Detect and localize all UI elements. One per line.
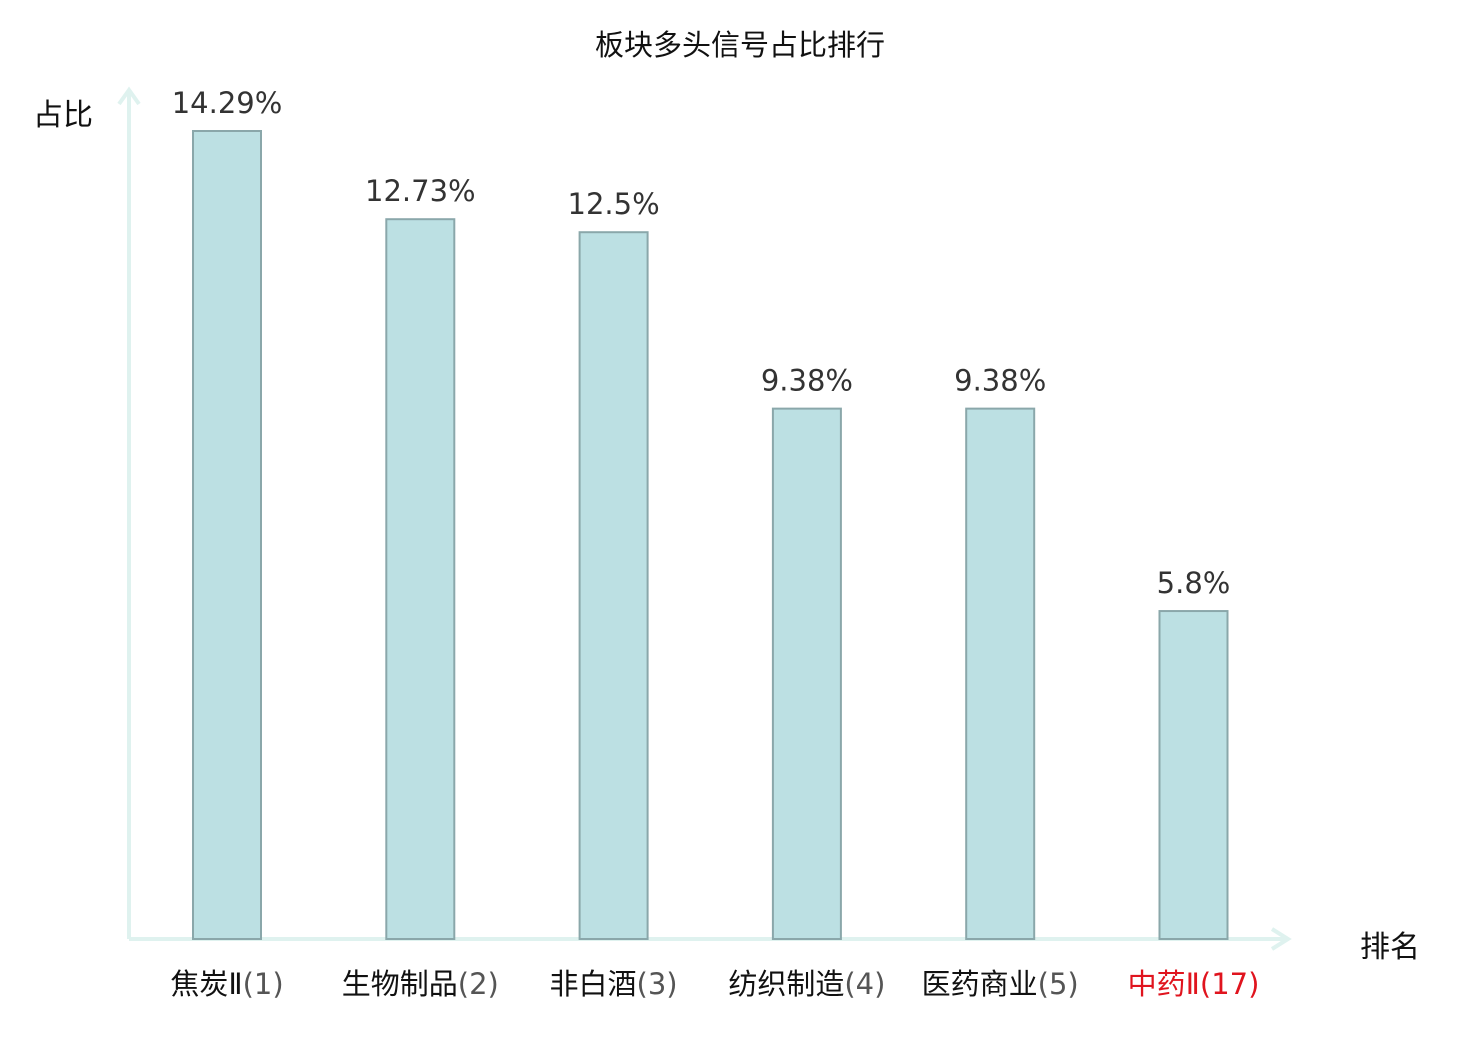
bar [1158, 610, 1229, 941]
category-label: 生物制品(2) [342, 967, 499, 1001]
category-name: 纺织制造 [728, 967, 844, 1001]
category-rank: (5) [1038, 967, 1079, 1001]
bar [771, 407, 842, 941]
category-name: 非白酒 [550, 967, 637, 1001]
category-label: 中药Ⅱ(17) [1128, 967, 1260, 1001]
category-rank: (3) [637, 967, 678, 1001]
bar [965, 407, 1036, 941]
category-name: 焦炭Ⅱ [170, 967, 242, 1001]
value-labels: 14.29% 12.73% 12.5% 9.38% 9.38% 5.8% [172, 86, 1231, 600]
category-name: 医药商业 [922, 967, 1038, 1001]
axes [117, 86, 1292, 951]
category-label: 医药商业(5) [922, 967, 1079, 1001]
bar [192, 130, 262, 940]
value-label: 9.38% [954, 364, 1046, 398]
category-rank: (1) [243, 967, 284, 1001]
value-label: 9.38% [761, 364, 853, 398]
value-label: 12.73% [365, 174, 476, 208]
category-rank: (2) [458, 967, 499, 1001]
category-rank: (4) [844, 967, 885, 1001]
category-label: 焦炭Ⅱ(1) [170, 967, 283, 1001]
bar [385, 218, 456, 940]
chart-title: 板块多头信号占比排行 [594, 28, 885, 62]
category-name: 生物制品 [342, 967, 458, 1001]
value-label: 5.8% [1157, 566, 1231, 600]
bars [192, 130, 1229, 941]
bar [578, 231, 649, 940]
x-axis-label: 排名 [1360, 930, 1420, 965]
value-label: 14.29% [172, 86, 283, 120]
category-labels: 焦炭Ⅱ(1) 生物制品(2) 非白酒(3) 纺织制造(4) 医药商业(5) 中药Ⅱ(17) [170, 967, 1259, 1001]
category-name: 中药Ⅱ [1128, 967, 1200, 1001]
y-axis-arrow [117, 86, 141, 106]
category-label: 纺织制造(4) [728, 967, 885, 1001]
y-axis-label: 占比 [33, 98, 93, 133]
value-label: 12.5% [568, 187, 660, 221]
x-axis-arrow [1270, 927, 1292, 951]
category-rank: (17) [1200, 967, 1260, 1001]
category-label: 非白酒(3) [550, 967, 678, 1001]
